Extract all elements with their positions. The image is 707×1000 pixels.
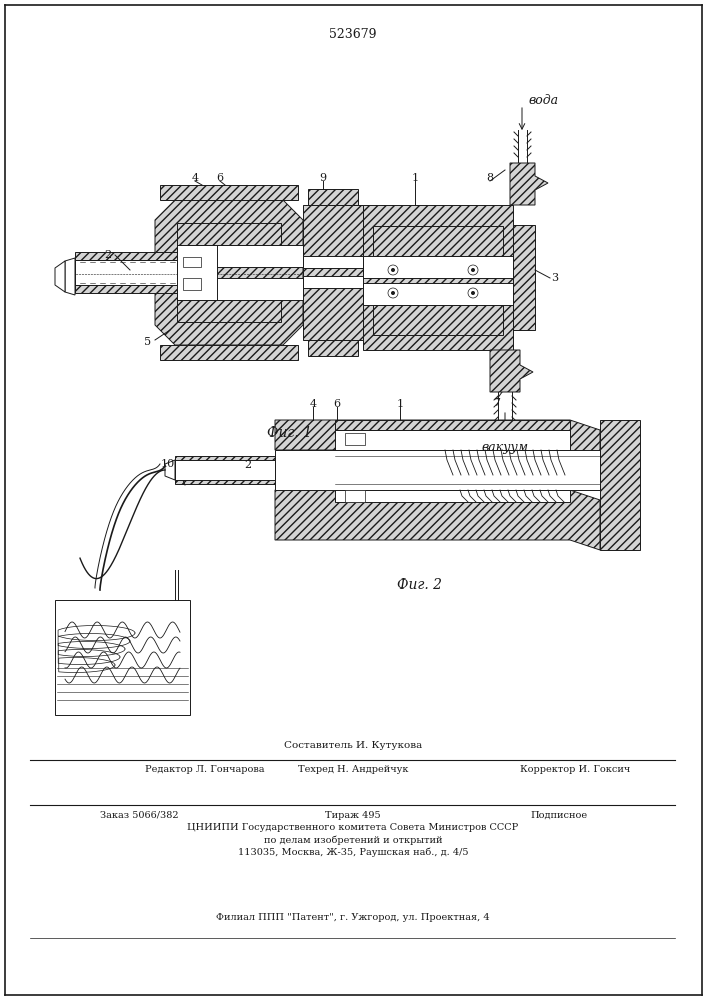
Bar <box>373 305 503 335</box>
Bar <box>363 283 513 305</box>
Text: Тираж 495: Тираж 495 <box>325 810 381 820</box>
Polygon shape <box>510 163 548 205</box>
Text: 5: 5 <box>144 337 151 347</box>
Text: Фиг. 1: Фиг. 1 <box>267 426 312 440</box>
Bar <box>177 223 281 245</box>
Polygon shape <box>275 490 600 550</box>
Bar <box>303 205 363 340</box>
Text: 7: 7 <box>493 398 501 408</box>
Text: 113035, Москва, Ж-35, Раушская наб., д. 4/5: 113035, Москва, Ж-35, Раушская наб., д. … <box>238 847 468 857</box>
Bar <box>160 185 298 200</box>
Bar <box>600 420 640 550</box>
Text: 1: 1 <box>411 173 419 183</box>
Text: 10: 10 <box>161 459 175 469</box>
Bar <box>177 300 281 322</box>
Polygon shape <box>155 200 303 345</box>
Circle shape <box>391 268 395 272</box>
Bar <box>345 490 365 502</box>
Polygon shape <box>275 420 600 490</box>
Bar <box>175 460 275 480</box>
Text: 6: 6 <box>216 173 223 183</box>
Text: Фиг. 2: Фиг. 2 <box>397 578 443 592</box>
Polygon shape <box>55 261 65 292</box>
Bar <box>335 490 570 502</box>
Text: 4: 4 <box>192 173 199 183</box>
Text: 2: 2 <box>245 460 252 470</box>
Text: вакуум: вакуум <box>481 440 529 454</box>
Text: Филиал ППП "Патент", г. Ужгород, ул. Проектная, 4: Филиал ППП "Патент", г. Ужгород, ул. Про… <box>216 914 490 922</box>
Bar <box>75 260 177 285</box>
Bar <box>335 430 570 450</box>
Text: 9: 9 <box>320 173 327 183</box>
Bar <box>75 260 177 285</box>
Bar <box>183 278 201 290</box>
Text: вода: вода <box>528 94 558 106</box>
Bar <box>183 257 201 267</box>
Circle shape <box>471 291 475 295</box>
Text: Заказ 5066/382: Заказ 5066/382 <box>100 810 179 820</box>
Text: 4: 4 <box>310 399 317 409</box>
Polygon shape <box>65 258 75 295</box>
Bar <box>175 456 275 484</box>
Text: 3: 3 <box>551 273 559 283</box>
Bar <box>177 245 303 267</box>
Bar <box>275 450 600 490</box>
Bar <box>363 256 513 278</box>
Text: Техред Н. Андрейчук: Техред Н. Андрейчук <box>298 766 408 774</box>
Text: 523679: 523679 <box>329 28 377 41</box>
Circle shape <box>471 268 475 272</box>
Text: по делам изобретений и открытий: по делам изобретений и открытий <box>264 835 443 845</box>
Bar <box>177 278 303 300</box>
Circle shape <box>391 291 395 295</box>
Bar <box>345 433 365 445</box>
Bar <box>160 345 298 360</box>
Bar <box>373 226 503 256</box>
Bar <box>363 205 513 350</box>
Text: Составитель И. Кутукова: Составитель И. Кутукова <box>284 742 422 750</box>
Bar <box>335 420 570 430</box>
Bar <box>303 276 363 288</box>
Text: 6: 6 <box>334 399 341 409</box>
Bar <box>75 252 177 260</box>
Text: 2: 2 <box>105 250 112 260</box>
Text: Подписное: Подписное <box>530 810 587 820</box>
Polygon shape <box>165 460 175 480</box>
Text: Корректор И. Гоксич: Корректор И. Гоксич <box>520 766 630 774</box>
Text: Редактор Л. Гончарова: Редактор Л. Гончарова <box>145 766 264 774</box>
Bar <box>177 245 217 300</box>
Bar <box>308 189 358 205</box>
Text: 8: 8 <box>486 173 493 183</box>
Bar <box>513 225 535 330</box>
Text: ЦНИИПИ Государственного комитета Совета Министров СССР: ЦНИИПИ Государственного комитета Совета … <box>187 824 519 832</box>
Text: 1: 1 <box>397 399 404 409</box>
Bar <box>303 256 363 268</box>
Bar <box>308 340 358 356</box>
Bar <box>55 600 190 715</box>
Polygon shape <box>490 350 533 392</box>
Bar <box>75 285 177 293</box>
